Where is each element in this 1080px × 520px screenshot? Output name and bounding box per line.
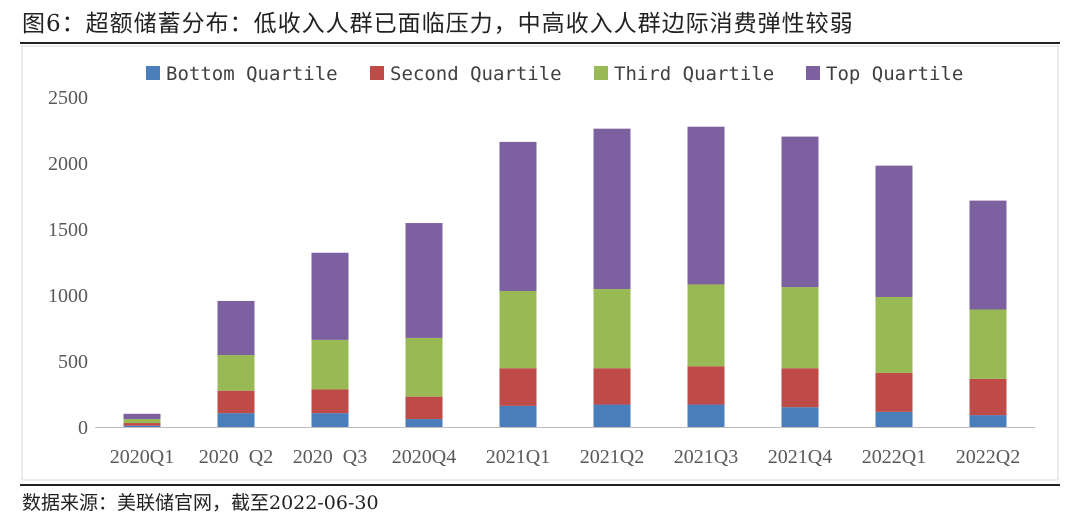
legend-swatch xyxy=(806,66,820,80)
x-tick-label: 2021Q3 xyxy=(674,446,738,468)
bar-third-quartile xyxy=(405,337,443,397)
legend-label: Third Quartile xyxy=(614,63,774,85)
bar-second-quartile xyxy=(405,396,443,420)
source-divider xyxy=(20,484,1060,486)
x-tick-label: 2021Q2 xyxy=(580,446,644,468)
bar-bottom-quartile xyxy=(875,411,913,427)
legend-swatch xyxy=(370,66,384,80)
y-tick-label: 1500 xyxy=(48,219,88,241)
bar-third-quartile xyxy=(311,339,349,390)
bar-bottom-quartile xyxy=(217,413,255,427)
legend-swatch xyxy=(146,66,160,80)
x-tick-label: 2021Q1 xyxy=(486,446,550,468)
legend-swatch xyxy=(594,66,608,80)
bar-bottom-quartile xyxy=(311,413,349,427)
bar-second-quartile xyxy=(969,378,1007,416)
y-tick-label: 2500 xyxy=(48,87,88,109)
y-tick-label: 0 xyxy=(78,417,88,439)
x-tick-label: 2022Q1 xyxy=(862,446,926,468)
bar-third-quartile xyxy=(969,309,1007,379)
source-note: 数据来源：美联储官网，截至2022-06-30 xyxy=(22,492,379,514)
bar-top-quartile xyxy=(499,141,537,292)
x-tick-label: 2020 Q3 xyxy=(293,446,367,468)
legend-label: Second Quartile xyxy=(390,63,562,85)
bar-bottom-quartile xyxy=(405,419,443,427)
bar-second-quartile xyxy=(781,368,819,408)
bar-third-quartile xyxy=(123,419,161,424)
y-tick-label: 1000 xyxy=(48,285,88,307)
bar-bottom-quartile xyxy=(781,407,819,427)
title-divider xyxy=(20,42,1060,44)
bar-top-quartile xyxy=(781,136,819,288)
bar-second-quartile xyxy=(593,368,631,405)
x-axis: 2020Q1 2020 Q2 2020 Q3 2020Q4 2021Q1 2021Q2 20… xyxy=(110,446,1020,468)
x-tick-label: 2020Q4 xyxy=(392,446,456,468)
bar-top-quartile xyxy=(405,223,443,338)
bar-top-quartile xyxy=(217,300,255,356)
bar-second-quartile xyxy=(875,372,913,412)
bar-top-quartile xyxy=(875,165,913,297)
bar-second-quartile xyxy=(311,389,349,414)
chart-legend: Bottom Quartile Second Quartile Third Quar… xyxy=(146,63,963,85)
bar-top-quartile xyxy=(311,252,349,340)
bar-top-quartile xyxy=(123,413,161,420)
bar-second-quartile xyxy=(687,366,725,405)
bar-second-quartile xyxy=(217,390,255,414)
legend-label: Bottom Quartile xyxy=(166,63,338,85)
bar-bottom-quartile xyxy=(593,404,631,427)
chart-frame xyxy=(21,45,1059,481)
x-tick-label: 2021Q4 xyxy=(768,446,832,468)
bar-third-quartile xyxy=(217,355,255,391)
y-tick-label: 500 xyxy=(58,351,88,373)
bar-third-quartile xyxy=(781,287,819,369)
legend-label: Top Quartile xyxy=(826,63,963,85)
x-tick-label: 2022Q2 xyxy=(956,446,1020,468)
y-tick-label: 2000 xyxy=(48,153,88,175)
bar-third-quartile xyxy=(593,289,631,369)
x-tick-label: 2020 Q2 xyxy=(199,446,273,468)
bar-top-quartile xyxy=(593,128,631,290)
bar-bottom-quartile xyxy=(123,425,161,427)
figure-title: 图6：超额储蓄分布：低收入人群已面临压力，中高收入人群边际消费弹性较弱 xyxy=(22,11,854,37)
bar-bottom-quartile xyxy=(687,404,725,427)
bar-third-quartile xyxy=(875,296,913,373)
bar-third-quartile xyxy=(499,291,537,369)
y-axis: 0 500 1000 1500 2000 2500 xyxy=(48,87,88,439)
bar-bottom-quartile xyxy=(969,415,1007,427)
bar-bottom-quartile xyxy=(499,405,537,427)
bar-top-quartile xyxy=(687,126,725,285)
x-tick-label: 2020Q1 xyxy=(110,446,174,468)
bar-third-quartile xyxy=(687,284,725,367)
bar-top-quartile xyxy=(969,200,1007,310)
bar-second-quartile xyxy=(499,368,537,406)
bars-layer xyxy=(123,126,1007,427)
bar-second-quartile xyxy=(123,423,161,426)
